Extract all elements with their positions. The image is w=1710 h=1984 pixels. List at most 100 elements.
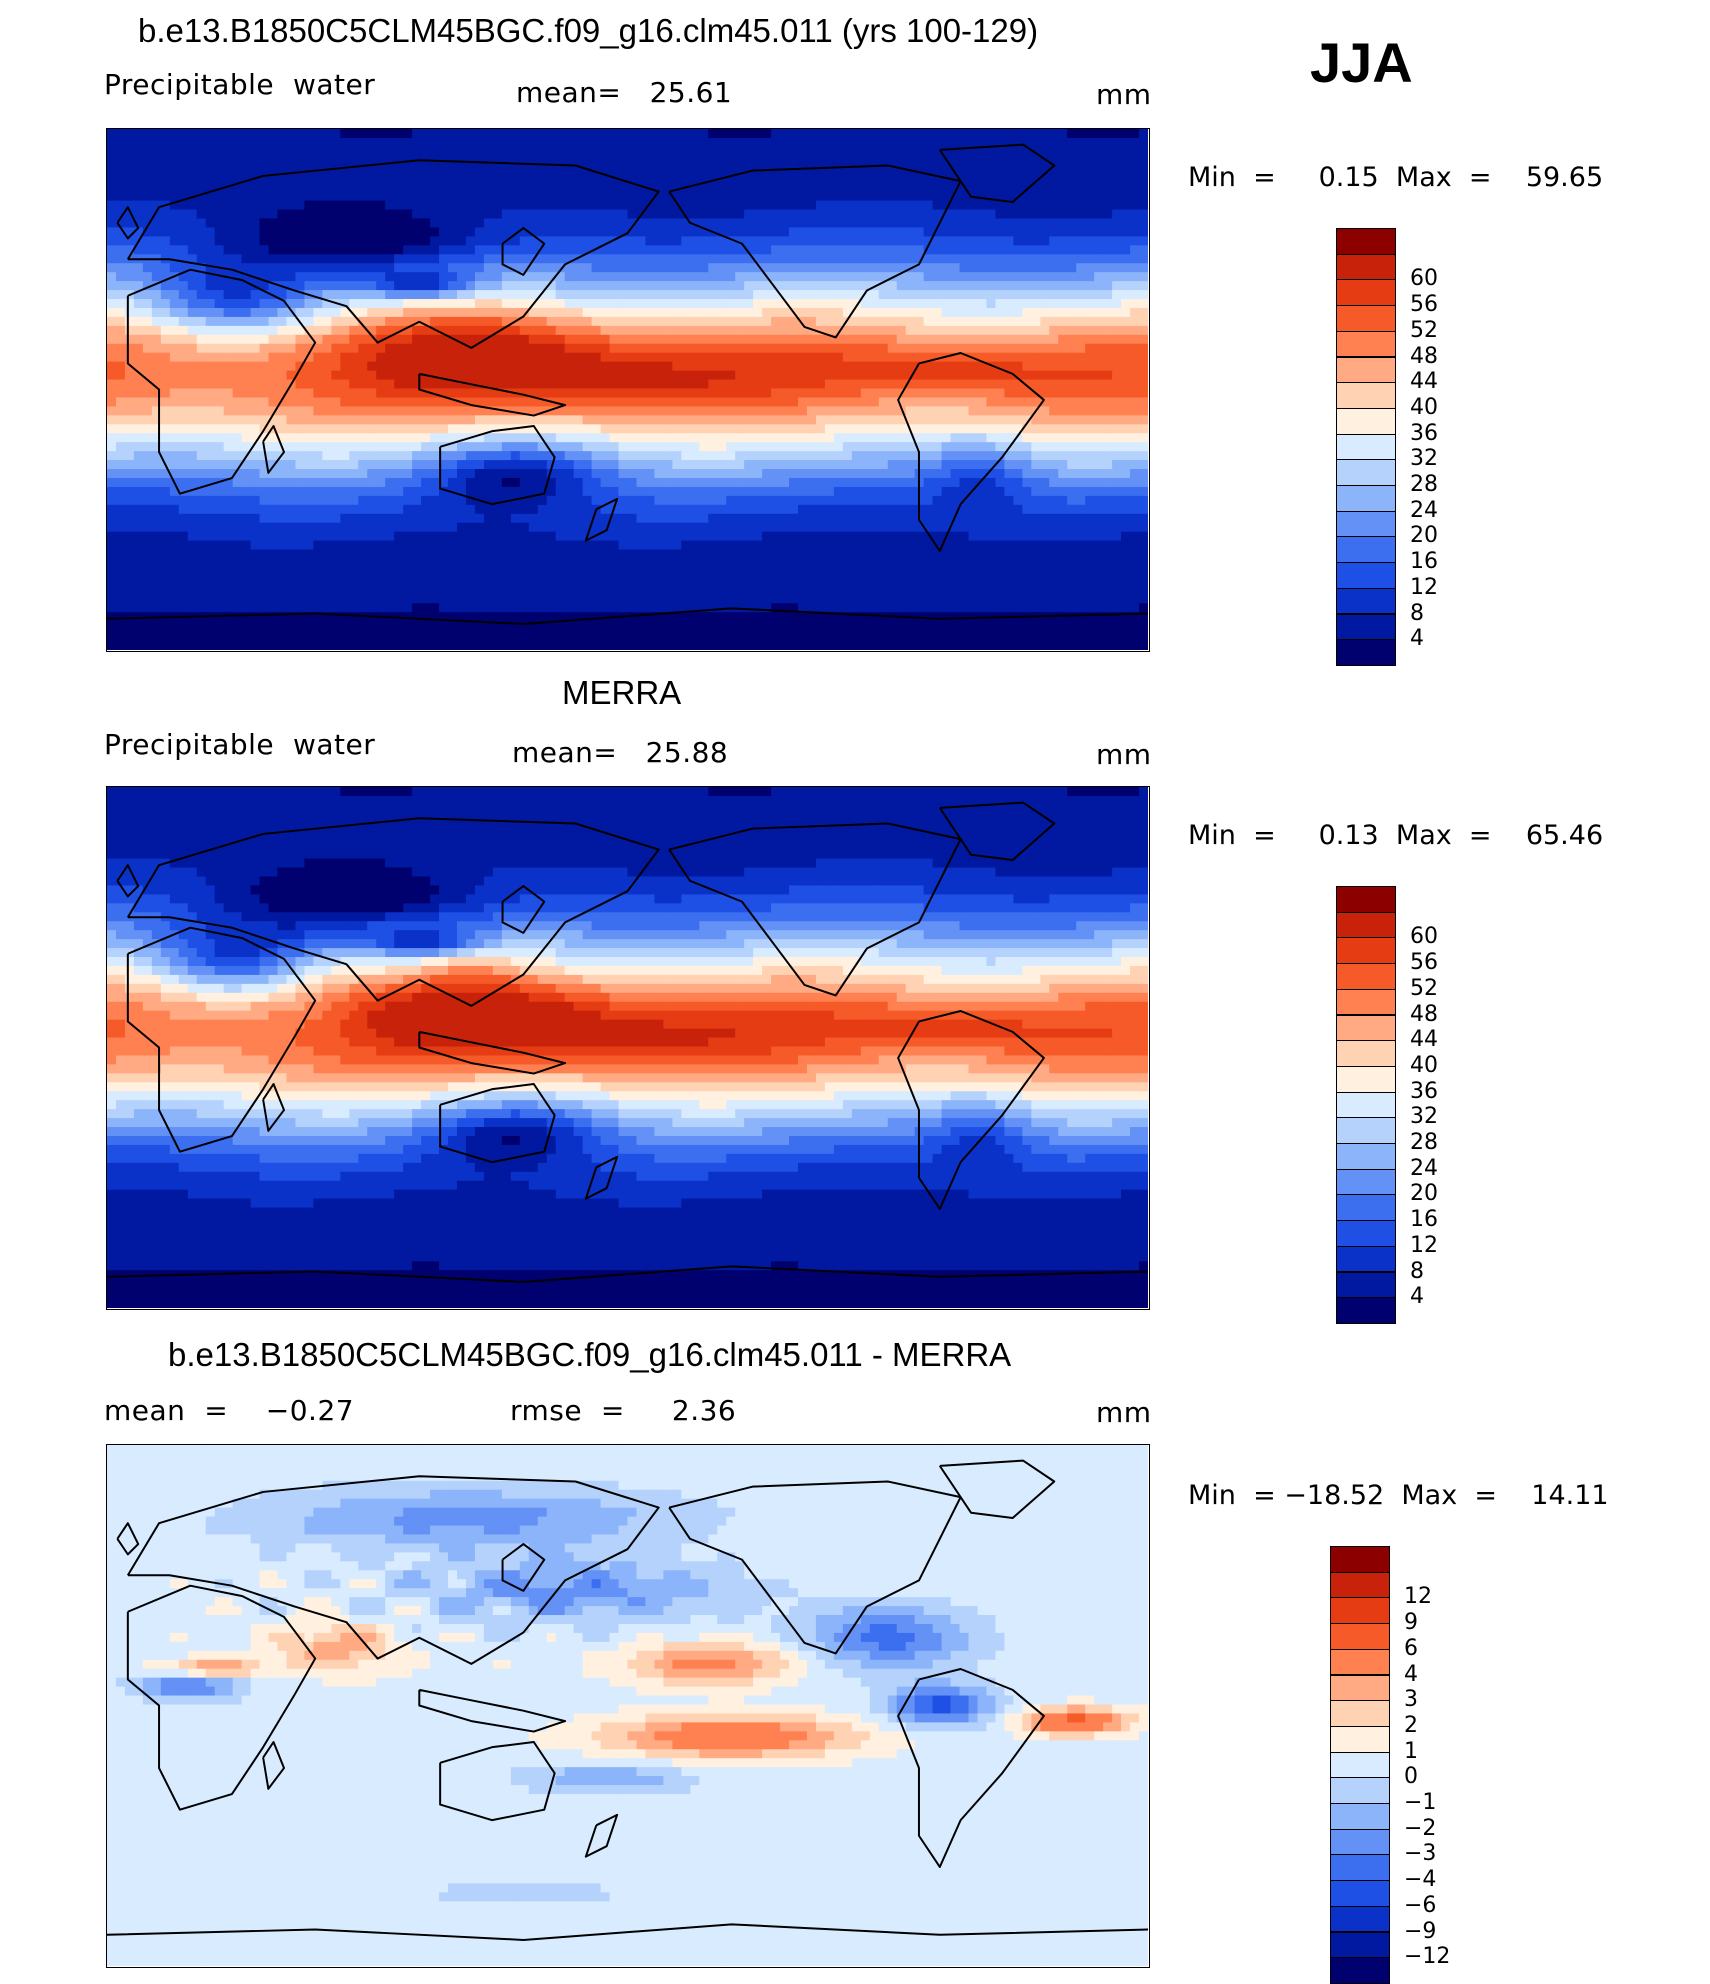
panel-variable-label: Precipitable water — [104, 728, 375, 761]
panel-title-model: b.e13.B1850C5CLM45BGC.f09_g16.clm45.011 … — [138, 12, 1038, 50]
colorbar-tick-label: 40 — [1410, 395, 1438, 420]
colorbar-tick-label: −12 — [1404, 1944, 1450, 1969]
colorbar-swatch — [1336, 1168, 1396, 1196]
colorbar-tick-label: −3 — [1404, 1841, 1436, 1866]
colorbar-tick-label: 48 — [1410, 1002, 1438, 1027]
colorbar-diff: −12 −9 −6 −4 −3 −2 −1 0 1 2 3 4 6 9 12 — [1330, 1546, 1460, 1984]
colorbar-swatch — [1336, 536, 1396, 564]
colorbar-swatch — [1336, 886, 1396, 913]
colorbar-tick-label: 12 — [1410, 1233, 1438, 1258]
coastline — [107, 143, 1148, 625]
colorbar-swatch — [1336, 1117, 1396, 1144]
colorbar-swatch — [1330, 1803, 1390, 1830]
colorbar-swatch — [1330, 1623, 1390, 1650]
minmax-readout: Min = −18.52 Max = 14.11 — [1188, 1480, 1609, 1511]
colorbar-swatch — [1330, 1674, 1390, 1702]
colorbar-tick-label: 56 — [1410, 292, 1438, 317]
colorbar-tick-label: 4 — [1404, 1662, 1418, 1687]
panel-variable-label: Precipitable water — [104, 68, 375, 101]
colorbar-swatch — [1336, 1297, 1396, 1324]
colorbar-swatch — [1336, 587, 1396, 615]
colorbar-swatch — [1330, 1571, 1390, 1599]
map-panel-obs — [106, 786, 1150, 1310]
colorbar-swatch — [1336, 1091, 1396, 1119]
colorbar-tick-label: 9 — [1404, 1610, 1418, 1635]
colorbar-swatch — [1330, 1597, 1390, 1625]
colorbar-tick-label: 52 — [1410, 318, 1438, 343]
colorbar-swatch — [1336, 639, 1396, 666]
colorbar-swatch — [1336, 407, 1396, 435]
colorbar-swatch — [1330, 1700, 1390, 1727]
colorbar-swatch — [1330, 1546, 1390, 1573]
colorbar-swatch — [1336, 228, 1396, 255]
map-field — [107, 787, 1148, 1308]
colorbar-tick-label: 4 — [1410, 626, 1424, 651]
colorbar-tick-label: 32 — [1410, 1104, 1438, 1129]
colorbar-swatch — [1336, 937, 1396, 965]
colorbar-tick-label: 24 — [1410, 1156, 1438, 1181]
panel-title-obs: MERRA — [562, 674, 681, 712]
panel-mean-label: mean= 25.61 — [516, 76, 732, 109]
colorbar-tick-label: −2 — [1404, 1816, 1436, 1841]
colorbar-swatch — [1336, 988, 1396, 1016]
colorbar-swatch — [1336, 459, 1396, 486]
colorbar-swatch — [1330, 1905, 1390, 1933]
colorbar-tick-label: 16 — [1410, 1207, 1438, 1232]
colorbar-tick-label: 20 — [1410, 523, 1438, 548]
colorbar-swatch — [1330, 1957, 1390, 1984]
colorbar-tick-label: 28 — [1410, 1130, 1438, 1155]
coastline — [107, 1459, 1148, 1941]
colorbar-swatch — [1336, 382, 1396, 409]
colorbar-swatch — [1336, 433, 1396, 461]
colorbar-tick-label: 8 — [1410, 1259, 1424, 1284]
colorbar-swatch — [1330, 1880, 1390, 1907]
colorbar-swatch — [1330, 1931, 1390, 1959]
colorbar-swatch — [1336, 279, 1396, 307]
colorbar-swatch — [1336, 1014, 1396, 1042]
colorbar-tick-label: 52 — [1410, 976, 1438, 1001]
minmax-readout: Min = 0.15 Max = 59.65 — [1188, 162, 1603, 193]
colorbar-tick-label: 56 — [1410, 950, 1438, 975]
colorbar-tick-label: −6 — [1404, 1893, 1436, 1918]
colorbar-tick-label: −1 — [1404, 1790, 1436, 1815]
colorbar-tick-label: −9 — [1404, 1919, 1436, 1944]
colorbar-swatch — [1336, 305, 1396, 332]
colorbar-tick-label: 8 — [1410, 601, 1424, 626]
colorbar-swatch — [1336, 1245, 1396, 1273]
colorbar-tick-label: 20 — [1410, 1181, 1438, 1206]
colorbar-tick-label: 12 — [1404, 1584, 1432, 1609]
colorbar-swatch — [1336, 330, 1396, 358]
colorbar-obs: 4 8 12 16 20 24 28 32 36 40 44 48 52 56 60 — [1336, 886, 1466, 1324]
panel-units-label: mm — [1096, 738, 1152, 771]
colorbar-tick-label: 1 — [1404, 1739, 1418, 1764]
colorbar-swatch — [1330, 1854, 1390, 1882]
colorbar-swatch — [1336, 253, 1396, 281]
panel-units-label: mm — [1096, 1396, 1152, 1429]
colorbar-tick-label: 44 — [1410, 369, 1438, 394]
colorbar-swatch — [1330, 1725, 1390, 1753]
colorbar-tick-label: 4 — [1410, 1284, 1424, 1309]
colorbar-tick-label: 60 — [1410, 266, 1438, 291]
colorbar-tick-label: 12 — [1410, 575, 1438, 600]
colorbar-swatch — [1336, 963, 1396, 990]
colorbar-swatch — [1336, 1040, 1396, 1067]
colorbar-tick-label: 32 — [1410, 446, 1438, 471]
map-panel-diff — [106, 1444, 1150, 1968]
colorbar-tick-label: 3 — [1404, 1687, 1418, 1712]
panel-title-diff: b.e13.B1850C5CLM45BGC.f09_g16.clm45.011 … — [168, 1336, 1011, 1374]
colorbar-swatch — [1336, 1220, 1396, 1247]
season-label: JJA — [1310, 30, 1413, 95]
panel-mean-label: mean= 25.88 — [512, 736, 728, 769]
colorbar-swatch — [1336, 1065, 1396, 1093]
panel-rmse-label: rmse = 2.36 — [510, 1394, 736, 1427]
colorbar-swatch — [1330, 1828, 1390, 1856]
colorbar-model: 4 8 12 16 20 24 28 32 36 40 44 48 52 56 60 — [1336, 228, 1466, 666]
map-field — [107, 129, 1148, 650]
colorbar-swatch — [1336, 485, 1396, 512]
colorbar-swatch — [1336, 1143, 1396, 1170]
colorbar-tick-label: 2 — [1404, 1713, 1418, 1738]
colorbar-swatch — [1330, 1777, 1390, 1804]
colorbar-swatch — [1330, 1648, 1390, 1676]
colorbar-tick-label: 6 — [1404, 1636, 1418, 1661]
colorbar-swatch — [1336, 510, 1396, 538]
